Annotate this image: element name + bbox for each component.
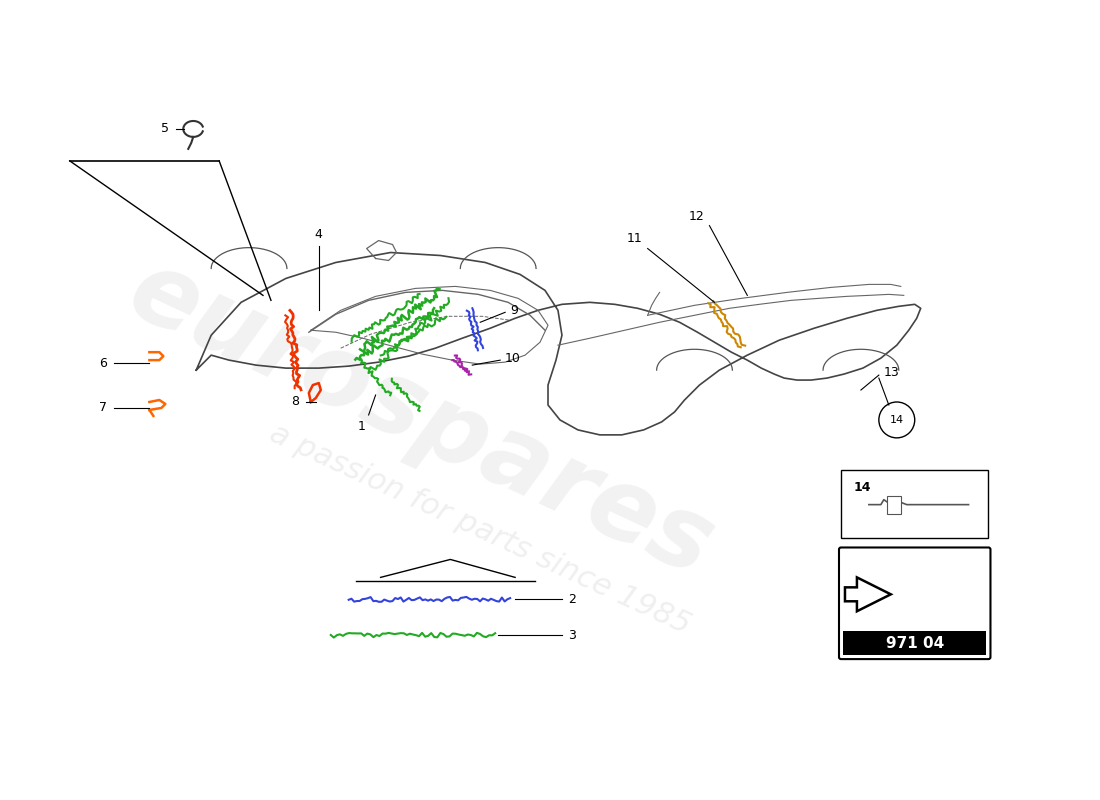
- FancyBboxPatch shape: [839, 547, 990, 659]
- Text: eurospares: eurospares: [113, 242, 727, 598]
- Text: a passion for parts since 1985: a passion for parts since 1985: [265, 419, 695, 640]
- Text: 12: 12: [689, 210, 704, 222]
- Text: 14: 14: [890, 415, 904, 425]
- Text: 4: 4: [315, 227, 322, 241]
- FancyBboxPatch shape: [887, 496, 901, 514]
- Text: 6: 6: [99, 357, 107, 370]
- Text: 13: 13: [883, 366, 900, 378]
- Text: 1: 1: [358, 420, 365, 433]
- Text: 5: 5: [162, 122, 169, 135]
- Text: 2: 2: [568, 593, 575, 606]
- Text: 3: 3: [568, 629, 575, 642]
- Text: 14: 14: [854, 481, 871, 494]
- FancyBboxPatch shape: [842, 470, 989, 538]
- Bar: [843, 631, 987, 655]
- Text: 971 04: 971 04: [886, 636, 944, 650]
- Text: 10: 10: [505, 352, 521, 365]
- Text: 11: 11: [627, 231, 642, 245]
- Text: 7: 7: [99, 402, 107, 414]
- Text: 9: 9: [510, 304, 518, 317]
- Text: 8: 8: [290, 395, 299, 409]
